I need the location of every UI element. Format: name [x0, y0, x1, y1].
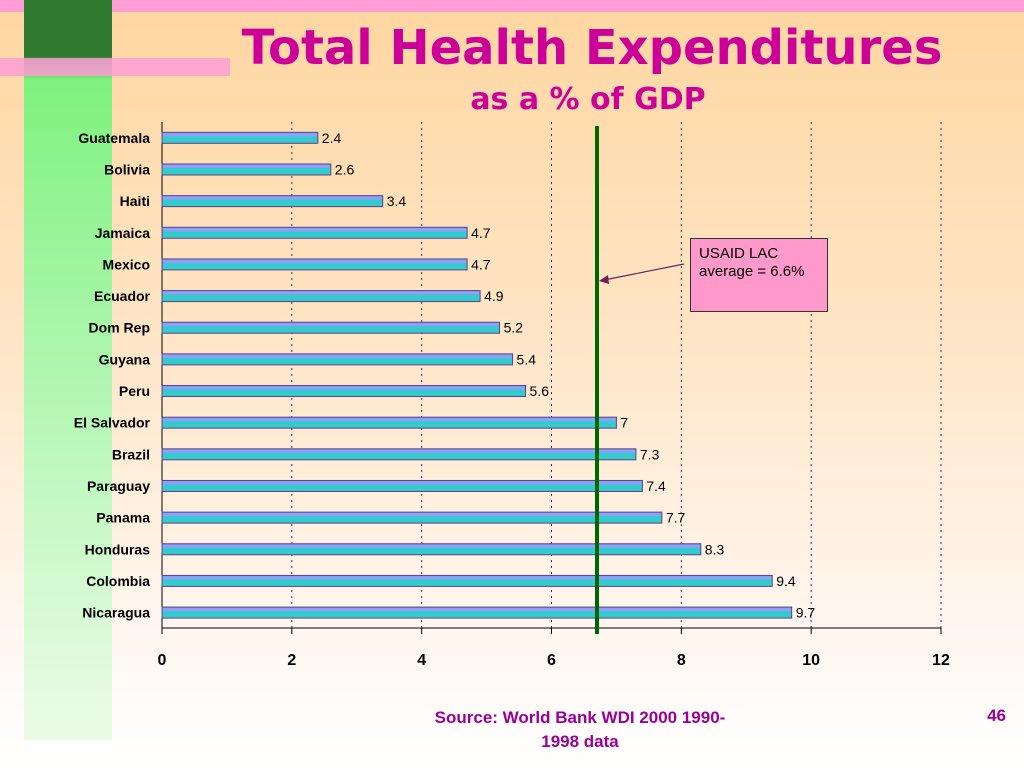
- value-label: 4.7: [471, 225, 491, 241]
- category-label: Panama: [96, 510, 150, 526]
- bar-highlight: [163, 608, 791, 612]
- value-label: 2.4: [322, 130, 342, 146]
- top-decor-band: [0, 0, 1024, 12]
- bar: [161, 511, 663, 524]
- slide-subtitle: as a % of GDP: [470, 82, 706, 117]
- category-label: El Salvador: [74, 415, 151, 431]
- value-label: 8.3: [705, 541, 725, 557]
- bar-highlight: [163, 133, 317, 137]
- bar-highlight: [163, 576, 772, 580]
- x-tick-label: 8: [677, 652, 686, 669]
- bar: [161, 195, 384, 208]
- x-tick-label: 10: [802, 652, 820, 669]
- page-number: 46: [987, 706, 1006, 725]
- category-label: Dom Rep: [89, 320, 150, 336]
- callout-arrowhead: [599, 275, 609, 284]
- category-label: Guatemala: [78, 130, 150, 146]
- bar: [161, 290, 481, 303]
- x-tick-label: 0: [158, 652, 167, 669]
- bar-highlight: [163, 228, 467, 232]
- category-label: Paraguay: [87, 478, 150, 494]
- category-label: Mexico: [103, 256, 150, 272]
- bar-highlight: [163, 291, 480, 295]
- bar: [161, 163, 332, 176]
- x-tick-label: 2: [287, 652, 296, 669]
- bar: [161, 131, 319, 144]
- x-tick-label: 6: [547, 652, 556, 669]
- bar-highlight: [163, 418, 616, 422]
- category-label: Haiti: [120, 193, 150, 209]
- value-label: 5.2: [504, 320, 524, 336]
- category-label: Colombia: [86, 573, 150, 589]
- bar: [161, 574, 773, 587]
- bar-highlight: [163, 164, 330, 168]
- category-label: Brazil: [112, 446, 150, 462]
- bar: [161, 448, 637, 461]
- value-label: 4.7: [471, 256, 491, 272]
- category-label: Jamaica: [95, 225, 150, 241]
- x-tick-label: 4: [417, 652, 426, 669]
- average-callout: USAID LAC average = 6.6%: [690, 238, 828, 312]
- bar: [161, 416, 617, 429]
- category-label: Nicaragua: [82, 605, 150, 621]
- bar-highlight: [163, 323, 499, 327]
- value-label: 9.4: [776, 573, 796, 589]
- left-decor-band: [24, 0, 112, 740]
- x-tick-label: 12: [932, 652, 950, 669]
- bar-highlight: [163, 449, 635, 453]
- callout-arrow: [603, 263, 685, 281]
- bar: [161, 385, 527, 398]
- value-label: 2.6: [335, 161, 355, 177]
- category-label: Bolivia: [104, 161, 150, 177]
- value-label: 7: [620, 415, 628, 431]
- value-label: 7.3: [640, 446, 660, 462]
- value-label: 3.4: [387, 193, 407, 209]
- pink-decor-band: [0, 58, 230, 76]
- bar-highlight: [163, 354, 512, 358]
- value-label: 7.7: [666, 510, 686, 526]
- slide-title: Total Health Expenditures: [241, 20, 943, 76]
- category-label: Peru: [119, 383, 150, 399]
- source-note: Source: World Bank WDI 2000 1990-1998 da…: [434, 708, 726, 751]
- bar-highlight: [163, 386, 525, 390]
- bar: [161, 321, 501, 334]
- bar: [161, 479, 643, 492]
- bar-highlight: [163, 481, 642, 485]
- bar-highlight: [163, 513, 661, 517]
- value-label: 9.7: [796, 605, 816, 621]
- value-label: 4.9: [484, 288, 504, 304]
- bar: [161, 606, 793, 619]
- category-label: Guyana: [99, 351, 151, 367]
- bar-highlight: [163, 196, 382, 200]
- category-label: Ecuador: [94, 288, 151, 304]
- bar: [161, 258, 468, 271]
- value-label: 5.4: [517, 351, 537, 367]
- bar: [161, 226, 468, 239]
- bar: [161, 353, 514, 366]
- bar-highlight: [163, 544, 700, 548]
- value-label: 7.4: [646, 478, 666, 494]
- bar: [161, 543, 702, 556]
- value-label: 5.6: [530, 383, 550, 399]
- bar-highlight: [163, 259, 467, 263]
- category-label: Honduras: [85, 541, 151, 557]
